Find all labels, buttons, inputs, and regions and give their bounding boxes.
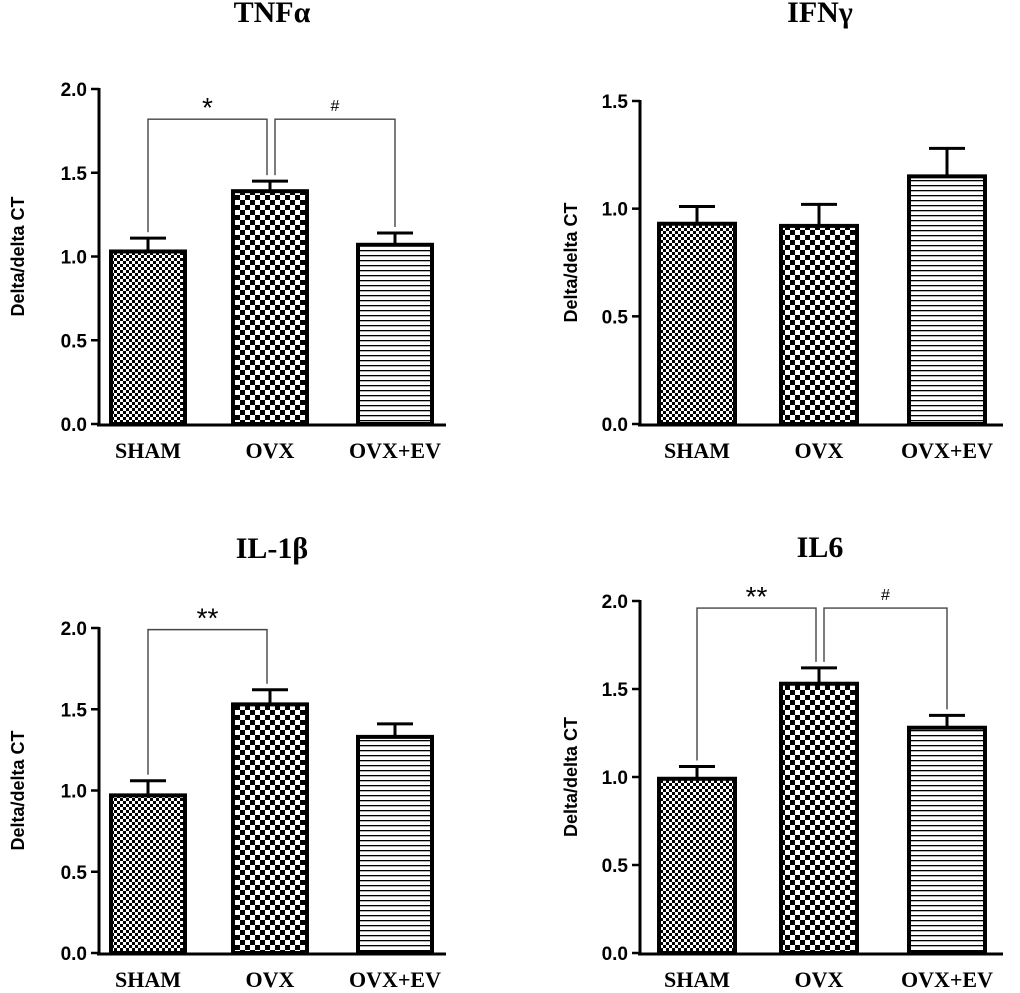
- bar: [657, 776, 737, 956]
- significance-bracket: [696, 607, 817, 761]
- y-tick-label: 0.0: [61, 944, 87, 965]
- x-tick-label: OVX+EV: [901, 438, 993, 463]
- significance-bracket: [147, 628, 268, 775]
- bar: [779, 223, 859, 426]
- y-axis-label: Delta/delta CT: [561, 717, 581, 837]
- significance-label: **: [197, 603, 219, 634]
- y-axis-label: Delta/delta CT: [8, 730, 28, 850]
- significance-bracket: [823, 607, 948, 710]
- bar: [356, 242, 434, 426]
- y-tick-label: 1.5: [602, 680, 629, 701]
- x-tick-label: OVX: [246, 967, 295, 992]
- y-tick-label: 0.5: [61, 863, 88, 884]
- x-tick-label: SHAM: [115, 438, 181, 463]
- significance-label: **: [746, 581, 768, 612]
- y-tick-label: 0.5: [602, 307, 629, 328]
- significance-label: *: [202, 92, 213, 123]
- bar: [109, 793, 187, 955]
- y-tick-label: 1.0: [61, 248, 87, 269]
- y-tick-label: 1.5: [61, 700, 88, 721]
- y-tick-label: 0.0: [61, 415, 87, 436]
- x-tick-label: OVX+EV: [901, 967, 993, 992]
- bar: [356, 734, 434, 955]
- chart-panel: IFNγ Delta/delta CT 0.0 0.5 1.0 1.5 SHAM OVX OVX…: [561, 0, 1003, 463]
- bar: [779, 681, 859, 955]
- bar: [907, 174, 987, 426]
- y-tick-label: 1.5: [61, 164, 88, 185]
- chart-panel: IL6 Delta/delta CT 0.0 0.5 1.0 1.5 2.0 SHAM OVX O…: [561, 531, 1003, 992]
- chart-panel: IL-1β Delta/delta CT 0.0 0.5 1.0 1.5 2.0 SHAM OV…: [8, 532, 446, 992]
- bar: [907, 725, 987, 955]
- y-axis-label: Delta/delta CT: [8, 196, 28, 316]
- x-tick-label: OVX: [795, 967, 844, 992]
- y-tick-label: 1.0: [61, 782, 87, 803]
- significance-bracket: [147, 118, 268, 233]
- significance-bracket: [274, 118, 396, 228]
- x-tick-label: OVX+EV: [349, 967, 441, 992]
- x-tick-label: OVX+EV: [349, 438, 441, 463]
- bar: [231, 702, 309, 955]
- chart-panel: TNFα Delta/delta CT 0.0 0.5 1.0 1.5 2.0 SHAM OVX…: [8, 0, 446, 463]
- y-axis-label: Delta/delta CT: [561, 202, 581, 322]
- x-tick-label: SHAM: [664, 438, 730, 463]
- y-tick-label: 0.0: [602, 944, 628, 965]
- y-tick-label: 2.0: [61, 80, 87, 101]
- bar: [231, 189, 309, 426]
- x-tick-label: OVX: [246, 438, 295, 463]
- bar: [109, 249, 187, 426]
- chart-title: IFNγ: [787, 0, 853, 29]
- y-tick-label: 1.5: [602, 92, 629, 113]
- y-tick-label: 1.0: [602, 768, 628, 789]
- y-tick-label: 0.0: [602, 415, 628, 436]
- y-tick-label: 0.5: [61, 331, 88, 352]
- chart-title: TNFα: [234, 0, 311, 29]
- y-tick-label: 2.0: [61, 619, 87, 640]
- chart-title: IL-1β: [236, 532, 308, 565]
- y-tick-label: 0.5: [602, 856, 629, 877]
- bar: [657, 221, 737, 426]
- significance-label: #: [881, 587, 890, 604]
- significance-label: #: [331, 98, 340, 115]
- y-tick-label: 2.0: [602, 592, 628, 613]
- y-tick-label: 1.0: [602, 200, 628, 221]
- chart-title: IL6: [797, 531, 844, 564]
- x-tick-label: SHAM: [664, 967, 730, 992]
- x-tick-label: SHAM: [115, 967, 181, 992]
- x-tick-label: OVX: [795, 438, 844, 463]
